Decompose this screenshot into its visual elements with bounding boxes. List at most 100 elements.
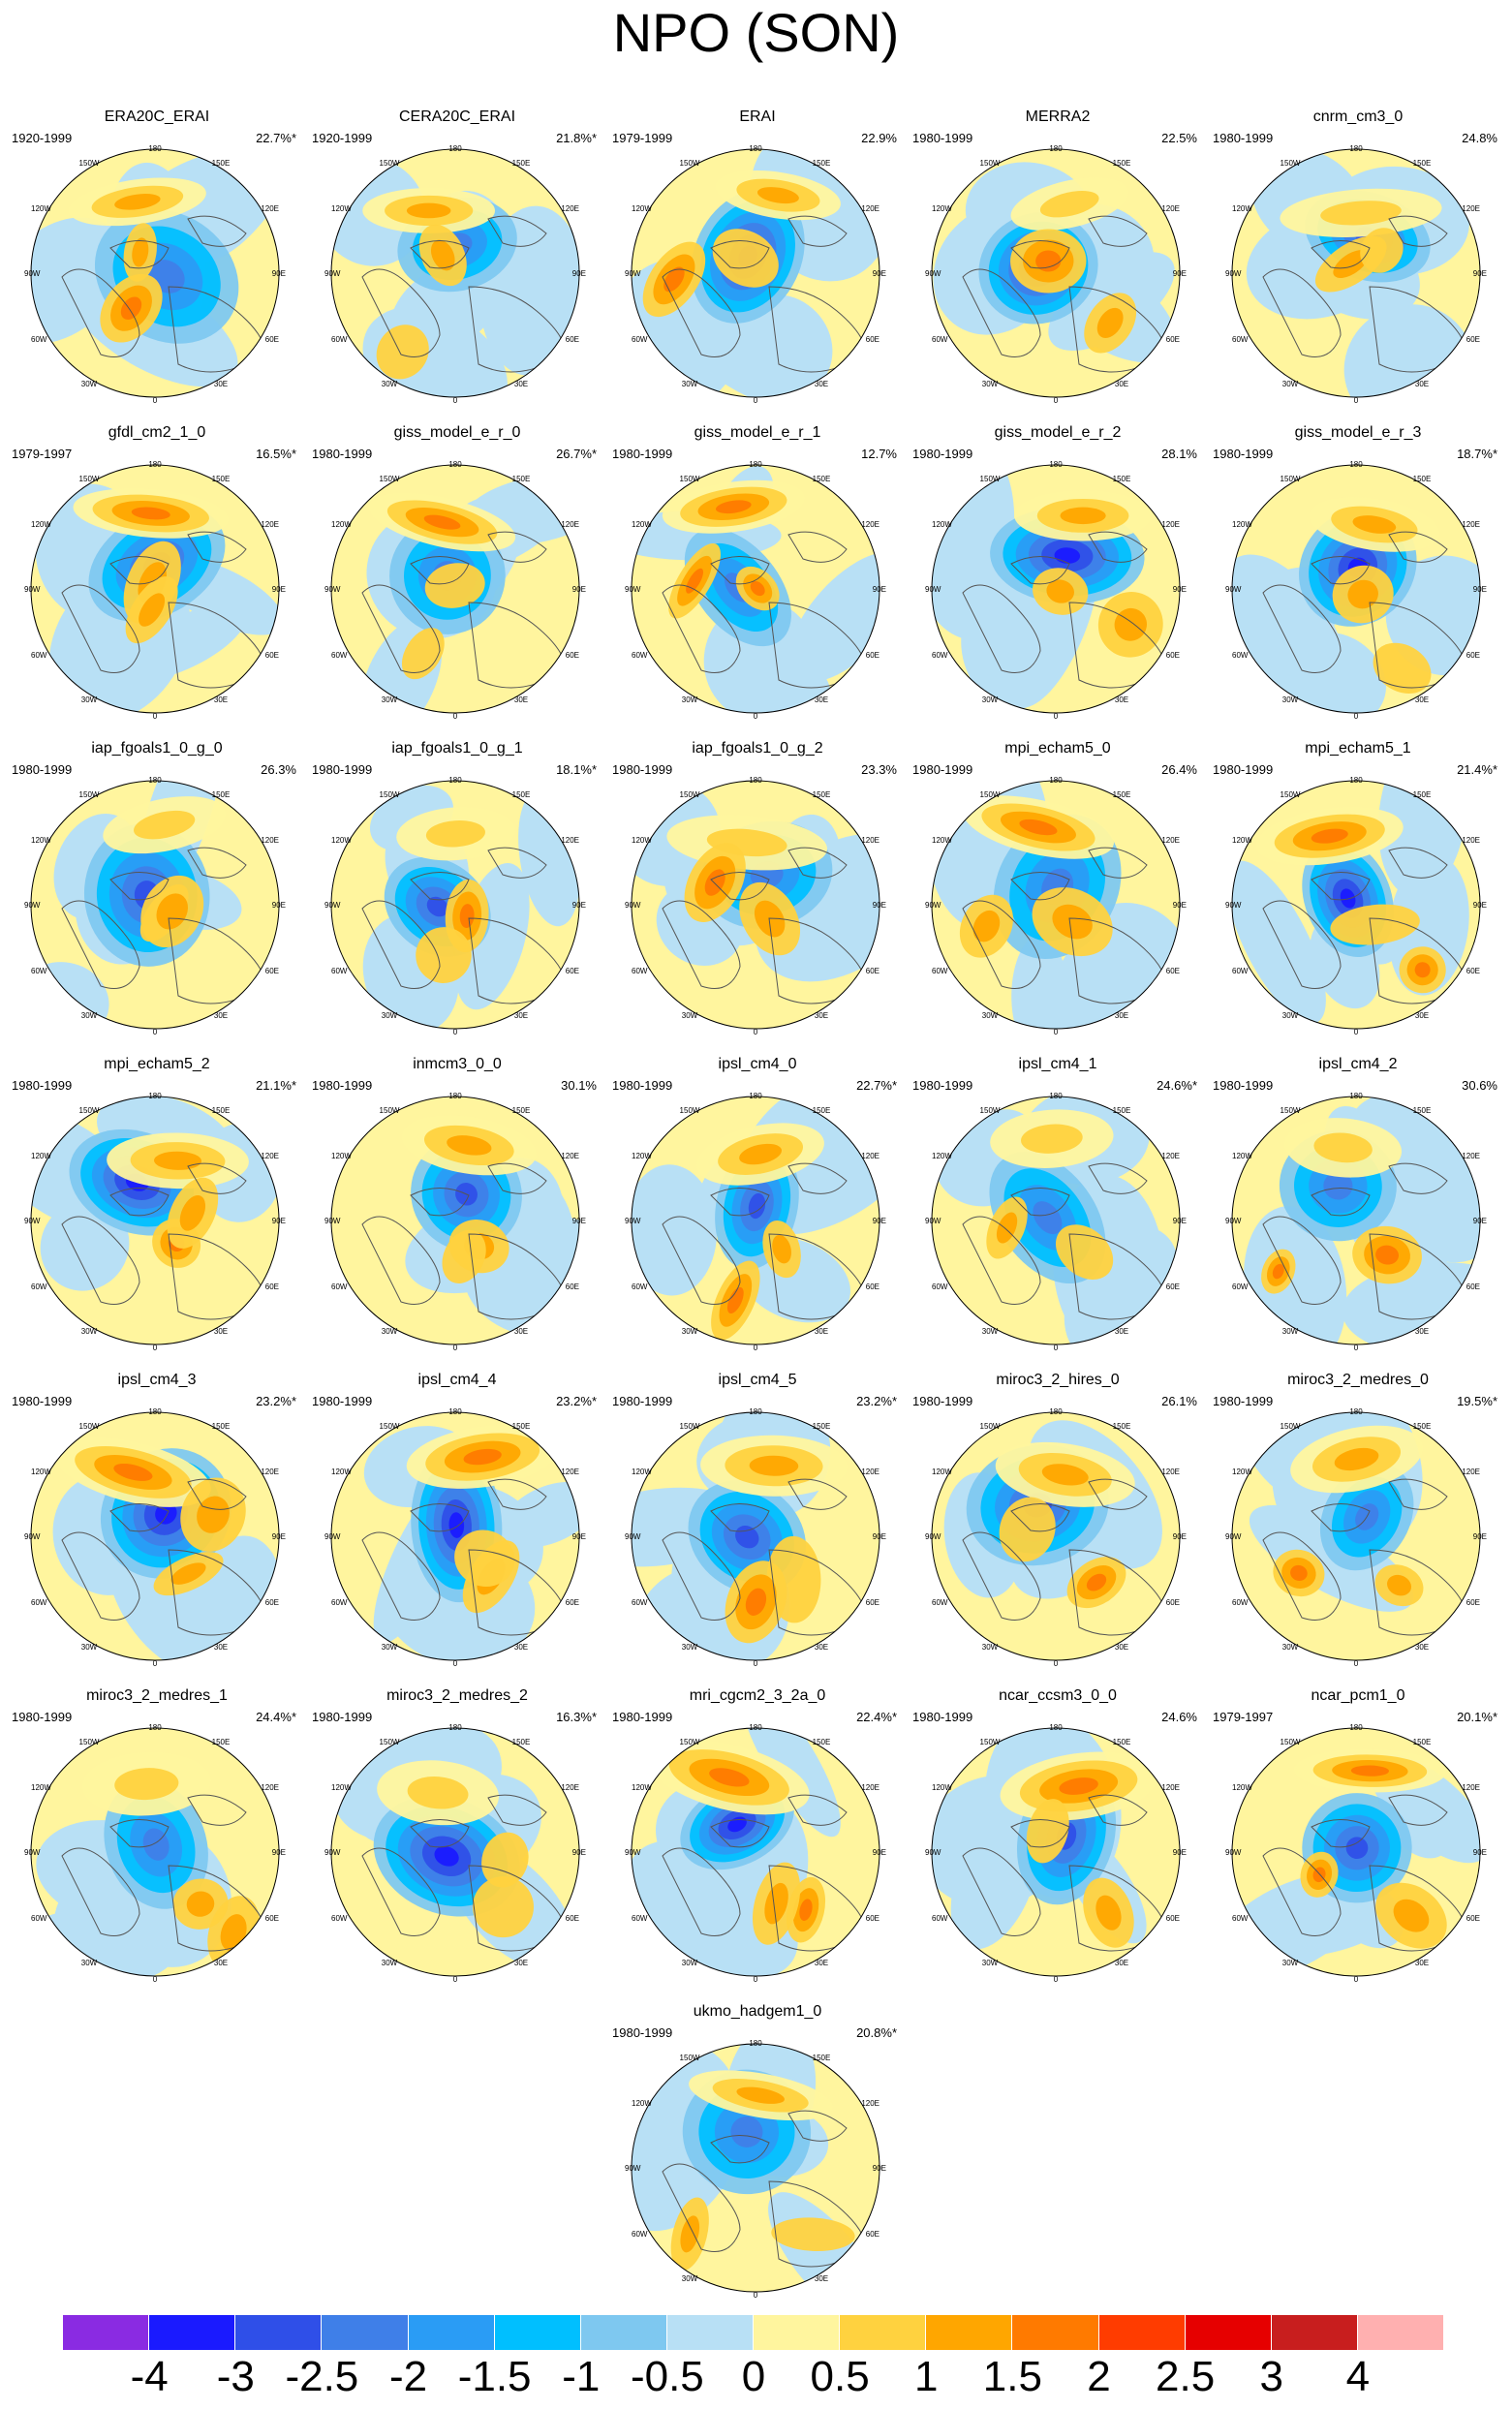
longitude-label: 30W xyxy=(1282,380,1299,388)
map-border xyxy=(631,2043,880,2293)
longitude-label: 150E xyxy=(512,1422,531,1431)
coastline xyxy=(1088,1162,1148,1194)
map-period: 1980-1999 xyxy=(612,447,673,461)
colorbar-swatch xyxy=(926,2315,1013,2350)
longitude-label: 0 xyxy=(153,1028,158,1036)
longitude-label: 90E xyxy=(272,1848,286,1857)
anomaly-contour xyxy=(132,237,149,267)
longitude-label: 150E xyxy=(212,790,231,799)
longitude-label: 150W xyxy=(79,1422,100,1431)
longitude-label: 0 xyxy=(1354,1344,1359,1352)
longitude-label: 30E xyxy=(214,1327,228,1336)
colorbar-swatch xyxy=(149,2315,236,2350)
longitude-label: 120W xyxy=(1232,1468,1252,1476)
anomaly-contour xyxy=(1290,1564,1308,1582)
longitude-label: 180 xyxy=(1049,776,1063,785)
longitude-label: 150W xyxy=(680,790,700,799)
map-variance-percent: 24.4%* xyxy=(256,1710,296,1724)
coastline xyxy=(1388,1478,1448,1510)
colorbar-tick-label: -2 xyxy=(388,2353,428,2400)
map-period: 1920-1999 xyxy=(312,131,373,145)
longitude-label: 150W xyxy=(1281,159,1301,168)
longitude-label: 150E xyxy=(212,475,231,483)
longitude-label: 30E xyxy=(214,1959,228,1967)
polar-map: 180 150W 150E 120W 120E 90W 90E 60W 60E 30W 30E 0 xyxy=(925,1407,1187,1668)
anomaly-contour xyxy=(1334,1447,1379,1471)
map-period: 1980-1999 xyxy=(912,1710,973,1724)
longitude-label: 90E xyxy=(272,269,286,278)
polar-map: 180 150W 150E 120W 120E 90W 90E 60W 60E 30W 30E 0 xyxy=(1225,1407,1487,1668)
longitude-label: 120W xyxy=(632,1468,652,1476)
longitude-label: 30E xyxy=(214,1011,228,1020)
longitude-label: 60E xyxy=(265,1598,279,1607)
map-border xyxy=(30,780,280,1030)
anomaly-contour xyxy=(114,194,161,210)
coastline xyxy=(109,872,170,901)
colorbar-tick-label: -1 xyxy=(562,2353,601,2400)
longitude-label: 30W xyxy=(982,1643,999,1652)
map-border xyxy=(30,148,280,398)
longitude-label: 0 xyxy=(754,396,758,405)
longitude-label: 60W xyxy=(331,1282,348,1291)
longitude-label: 30E xyxy=(1415,380,1429,388)
longitude-label: 120W xyxy=(632,1152,652,1160)
colorbar-tick-label: 0 xyxy=(741,2353,766,2400)
longitude-label: 30E xyxy=(514,1327,528,1336)
longitude-label: 150W xyxy=(680,475,700,483)
longitude-label: 150W xyxy=(1281,790,1301,799)
coastline xyxy=(1088,847,1148,879)
map-period: 1980-1999 xyxy=(1213,447,1274,461)
longitude-label: 30E xyxy=(514,695,528,704)
map-title: ukmo_hadgem1_0 xyxy=(693,2003,822,2020)
longitude-label: 90W xyxy=(625,585,641,594)
polar-map: 180 150W 150E 120W 120E 90W 90E 60W 60E 30W 30E 0 xyxy=(24,460,286,721)
map-period: 1979-1997 xyxy=(1213,1710,1274,1724)
longitude-label: 180 xyxy=(1049,1407,1063,1416)
longitude-label: 180 xyxy=(1349,1407,1363,1416)
longitude-label: 150E xyxy=(212,1106,231,1115)
longitude-label: 180 xyxy=(1349,144,1363,153)
longitude-label: 120W xyxy=(1232,1783,1252,1792)
longitude-label: 120E xyxy=(561,1152,579,1160)
anomaly-contour xyxy=(1373,642,1432,695)
coastline xyxy=(1311,556,1371,585)
anomaly-contour xyxy=(739,1143,782,1165)
anomaly-contour xyxy=(131,507,170,520)
longitude-label: 90W xyxy=(925,1848,941,1857)
longitude-label: 60E xyxy=(866,651,879,660)
coastline xyxy=(787,215,848,247)
longitude-label: 60W xyxy=(331,651,348,660)
map-variance-percent: 26.1% xyxy=(1161,1394,1197,1408)
colorbar-swatch xyxy=(666,2315,754,2350)
longitude-label: 150W xyxy=(79,159,100,168)
longitude-label: 180 xyxy=(749,776,762,785)
coastline xyxy=(410,1819,470,1848)
coastline xyxy=(410,1188,470,1217)
polar-map: 180 150W 150E 120W 120E 90W 90E 60W 60E 30W 30E 0 xyxy=(324,1723,586,1984)
coastline xyxy=(1088,215,1148,247)
longitude-label: 30E xyxy=(815,1327,828,1336)
longitude-label: 60E xyxy=(866,967,879,975)
longitude-label: 150W xyxy=(380,475,400,483)
longitude-label: 60E xyxy=(566,651,579,660)
longitude-label: 30E xyxy=(214,1643,228,1652)
coastline xyxy=(710,2135,770,2164)
map-panel: ERAI 1979-1999 22.9% 180 150W 150E 120W 120E 90W… xyxy=(612,108,903,418)
longitude-label: 0 xyxy=(453,1344,458,1352)
map-panel: ERA20C_ERAI 1920-1999 22.7%* 180 150W 150E 120… xyxy=(12,108,302,418)
longitude-label: 120E xyxy=(1462,1468,1480,1476)
longitude-label: 0 xyxy=(1054,396,1059,405)
map-panel: CERA20C_ERAI 1920-1999 21.8%* 180 150W 150E 12… xyxy=(312,108,602,418)
map-period: 1980-1999 xyxy=(912,762,973,777)
polar-map: 180 150W 150E 120W 120E 90W 90E 60W 60E 30W 30E 0 xyxy=(24,144,286,405)
coastline xyxy=(962,900,1041,989)
longitude-label: 120E xyxy=(861,1783,879,1792)
polar-map: 180 150W 150E 120W 120E 90W 90E 60W 60E 30W 30E 0 xyxy=(24,1092,286,1352)
longitude-label: 90W xyxy=(1225,901,1242,910)
longitude-label: 150W xyxy=(980,1738,1001,1746)
longitude-label: 90E xyxy=(873,901,886,910)
map-panel: mri_cgcm2_3_2a_0 1980-1999 22.4%* 180 150W 15… xyxy=(612,1687,903,1997)
longitude-label: 30E xyxy=(214,695,228,704)
longitude-label: 90E xyxy=(572,1217,586,1225)
longitude-label: 90W xyxy=(24,1848,41,1857)
